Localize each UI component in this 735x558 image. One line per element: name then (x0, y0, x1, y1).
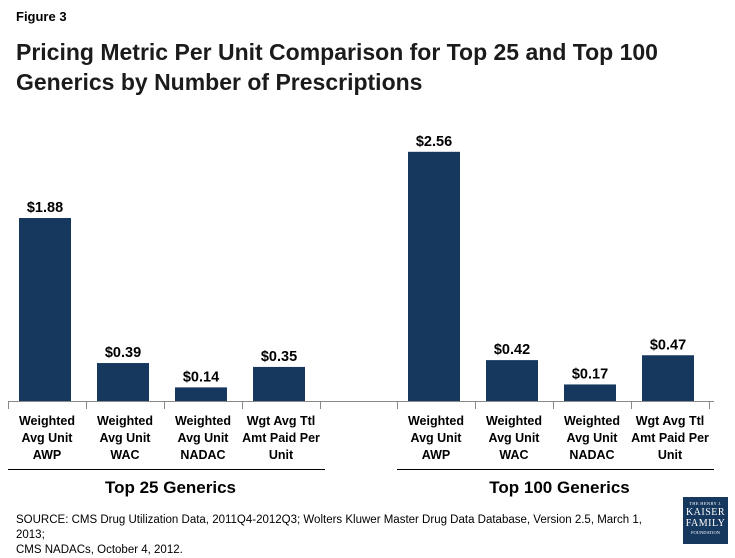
category-label: Avg Unit (22, 431, 74, 445)
group-label: Top 100 Generics (489, 478, 629, 497)
category-label: Weighted (97, 414, 153, 428)
category-label: Avg Unit (178, 431, 230, 445)
chart-title: Pricing Metric Per Unit Comparison for T… (16, 39, 658, 95)
data-label: $0.42 (494, 342, 530, 358)
category-label: Unit (269, 448, 294, 462)
kff-logo: THE HENRY J. KAISER FAMILY FOUNDATION (683, 497, 728, 544)
data-label: $1.88 (27, 200, 63, 216)
data-label: $0.35 (261, 349, 297, 365)
source-line-1: SOURCE: CMS Drug Utilization Data, 2011Q… (16, 514, 642, 541)
category-label: Weighted (408, 414, 464, 428)
category-label: Avg Unit (489, 431, 541, 445)
category-label: Weighted (564, 414, 620, 428)
category-label: Avg Unit (567, 431, 619, 445)
category-label: Amt Paid Per (242, 431, 320, 445)
data-label: $0.39 (105, 345, 141, 361)
logo-line-2b: FAMILY (685, 518, 726, 529)
logo-line-3: FOUNDATION (691, 530, 720, 535)
bar-1-1 (486, 360, 538, 401)
bar-0-3 (253, 366, 305, 401)
data-label: $0.17 (572, 366, 608, 382)
category-label: NADAC (569, 448, 614, 462)
category-label: Weighted (486, 414, 542, 428)
category-label: WAC (110, 448, 139, 462)
category-label: Wgt Avg Ttl (636, 414, 705, 428)
category-label: Avg Unit (100, 431, 152, 445)
category-label: Unit (658, 448, 683, 462)
bar-0-1 (97, 363, 149, 401)
source-note: SOURCE: CMS Drug Utilization Data, 2011Q… (16, 513, 656, 558)
category-label: NADAC (180, 448, 225, 462)
group-label: Top 25 Generics (105, 478, 236, 497)
category-label: AWP (422, 448, 450, 462)
data-label: $2.56 (416, 134, 452, 150)
bar-0-2 (175, 387, 227, 401)
bar-1-0 (408, 151, 460, 401)
bar-0-0 (19, 218, 71, 401)
logo-line-1: THE HENRY J. (689, 501, 722, 506)
category-label: Avg Unit (411, 431, 463, 445)
bar-1-2 (564, 384, 616, 401)
bar-1-3 (642, 355, 694, 401)
category-label: Wgt Avg Ttl (247, 414, 316, 428)
category-label: Weighted (19, 414, 75, 428)
data-label: $0.47 (650, 337, 686, 353)
category-label: AWP (33, 448, 61, 462)
figure-label: Figure 3 (16, 9, 67, 24)
category-label: WAC (499, 448, 528, 462)
category-label: Weighted (175, 414, 231, 428)
category-label: Amt Paid Per (631, 431, 709, 445)
data-label: $0.14 (183, 369, 219, 385)
logo-line-2a: KAISER (685, 507, 726, 518)
